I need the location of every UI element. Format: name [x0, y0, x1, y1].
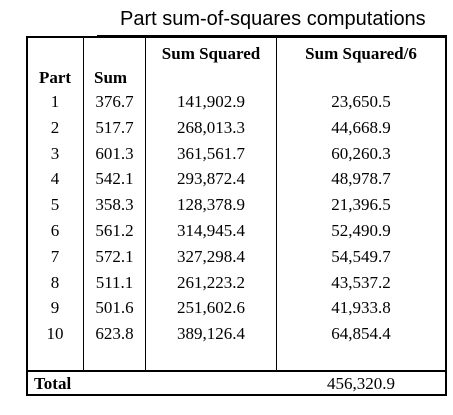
cell-sum: 511.1 [95, 273, 134, 292]
cell-sum-squared-6: 43,537.2 [331, 273, 391, 292]
header-sum-squared-6: Sum Squared/6 [305, 44, 417, 63]
cell-sum-squared-6: 48,978.7 [331, 169, 391, 188]
cell-sum-squared: 314,945.4 [177, 221, 245, 240]
header-sum-squared: Sum Squared [161, 44, 261, 63]
cell-sum: 517.7 [95, 118, 134, 137]
column-divider-squared-six [276, 36, 277, 371]
cell-part: 2 [50, 118, 60, 137]
cell-sum: 572.1 [95, 247, 134, 266]
cell-sum: 561.2 [95, 221, 134, 240]
cell-sum-squared-6: 52,490.9 [331, 221, 391, 240]
cell-sum-squared: 268,013.3 [177, 118, 245, 137]
header-sum: Sum [94, 68, 128, 87]
cell-sum: 501.6 [95, 298, 134, 317]
cell-sum-squared-6: 21,396.5 [331, 195, 391, 214]
cell-sum-squared: 261,223.2 [177, 273, 245, 292]
cell-sum-squared: 361,561.7 [177, 144, 245, 163]
cell-part: 4 [50, 169, 60, 188]
cell-part: 9 [50, 298, 60, 317]
cell-sum-squared-6: 23,650.5 [331, 92, 391, 111]
cell-part: 5 [50, 195, 60, 214]
cell-sum-squared-6: 41,933.8 [331, 298, 391, 317]
table-frame [26, 36, 447, 396]
cell-part: 3 [50, 144, 60, 163]
cell-sum-squared-6: 54,549.7 [331, 247, 391, 266]
cell-sum: 376.7 [95, 92, 134, 111]
cell-sum-squared-6: 44,668.9 [331, 118, 391, 137]
cell-sum-squared-6: 64,854.4 [331, 324, 391, 343]
total-divider [26, 370, 447, 372]
total-value: 456,320.9 [327, 374, 395, 393]
cell-sum: 623.8 [95, 324, 134, 343]
cell-part: 6 [50, 221, 60, 240]
cell-sum-squared: 293,872.4 [177, 169, 245, 188]
cell-sum: 601.3 [95, 144, 134, 163]
column-divider-part-sum [83, 36, 84, 371]
cell-sum-squared: 128,378.9 [177, 195, 245, 214]
column-divider-sum-squared [145, 36, 146, 371]
header-part: Part [38, 68, 72, 87]
total-label: Total [34, 374, 72, 393]
cell-sum-squared: 327,298.4 [177, 247, 245, 266]
cell-sum-squared: 141,902.9 [177, 92, 245, 111]
cell-part: 8 [50, 273, 60, 292]
cell-part: 7 [50, 247, 60, 266]
cell-sum-squared-6: 60,260.3 [331, 144, 391, 163]
cell-part: 1 [50, 92, 60, 111]
cell-sum: 542.1 [95, 169, 134, 188]
cell-sum-squared: 251,602.6 [177, 298, 245, 317]
table-title: Part sum-of-squares computations [120, 8, 426, 30]
cell-sum: 358.3 [95, 195, 134, 214]
cell-sum-squared: 389,126.4 [177, 324, 245, 343]
cell-part: 10 [46, 324, 64, 343]
